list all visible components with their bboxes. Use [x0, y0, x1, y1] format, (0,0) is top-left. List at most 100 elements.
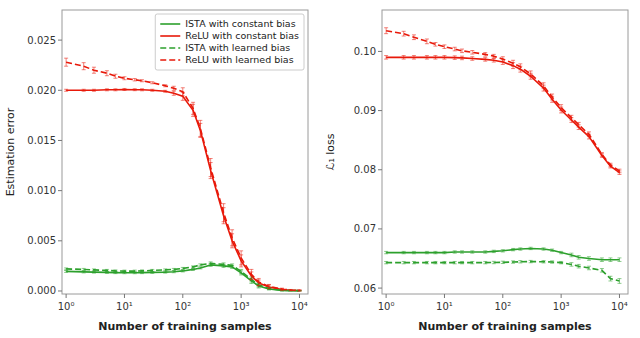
error-bar-cap	[518, 63, 522, 64]
error-bar-stem	[124, 77, 125, 80]
error-bar-cap	[402, 251, 406, 252]
error-bar-cap	[442, 263, 446, 264]
y-tick	[58, 290, 62, 291]
y-tick	[378, 228, 382, 229]
error-bar-cap	[230, 247, 234, 248]
error-bar-cap	[433, 253, 437, 254]
series-line	[66, 62, 299, 290]
error-bar-cap	[470, 263, 474, 264]
error-bar-cap	[460, 52, 464, 53]
series-line	[66, 89, 299, 290]
y-tick	[58, 40, 62, 41]
x-tick-label: 10⁴	[291, 301, 308, 312]
error-bar-cap	[470, 250, 474, 251]
series-line	[66, 265, 299, 291]
error-bar-cap	[433, 59, 437, 60]
error-bar-cap	[501, 64, 505, 65]
error-bar-cap	[433, 251, 437, 252]
y-tick	[58, 240, 62, 241]
error-bar-cap	[209, 261, 213, 262]
x-tick	[502, 294, 503, 298]
error-bar-cap	[412, 55, 416, 56]
error-bar-cap	[492, 261, 496, 262]
error-bar-cap	[518, 260, 522, 261]
error-bar-cap	[518, 69, 522, 70]
error-bar-cap	[442, 59, 446, 60]
error-bar-cap	[181, 269, 185, 270]
error-bar-cap	[249, 269, 253, 270]
panel: 0.060.070.080.090.1010⁰10¹10²10³10⁴Numbe…	[324, 10, 628, 333]
panel: 0.0000.0050.0100.0150.0200.02510⁰10¹10²1…	[4, 10, 308, 333]
error-bar-cap	[550, 99, 554, 100]
error-bar-cap	[82, 69, 86, 70]
error-bar-cap	[518, 72, 522, 73]
error-bar-cap	[249, 279, 253, 280]
error-bar-cap	[453, 263, 457, 264]
error-bar-cap	[587, 131, 591, 132]
error-bar-cap	[608, 257, 612, 258]
error-bar-cap	[239, 264, 243, 265]
error-bar-cap	[425, 253, 429, 254]
error-bar-cap	[230, 266, 234, 267]
error-bar-cap	[577, 255, 581, 256]
error-bar-cap	[483, 253, 487, 254]
y-axis-label: Estimation error	[4, 107, 17, 196]
error-bar-cap	[569, 256, 573, 257]
error-bar-cap	[608, 261, 612, 262]
error-bar-cap	[453, 47, 457, 48]
error-bar-cap	[460, 263, 464, 264]
x-tick	[299, 294, 300, 298]
error-bar-cap	[529, 260, 533, 261]
error-bar-cap	[600, 268, 604, 269]
error-bar-cap	[384, 59, 388, 60]
error-bar-stem	[543, 83, 544, 89]
legend-swatch	[160, 23, 180, 25]
y-tick	[378, 51, 382, 52]
error-bar-cap	[460, 253, 464, 254]
error-bar-cap	[542, 260, 546, 261]
x-tick-label: 10⁴	[611, 301, 628, 312]
x-tick	[66, 294, 67, 298]
error-bar-cap	[267, 289, 271, 290]
error-bar-cap	[384, 263, 388, 264]
plot-area	[64, 58, 301, 291]
error-bar-cap	[297, 290, 301, 291]
error-bar-cap	[425, 38, 429, 39]
error-bar	[297, 290, 301, 291]
y-tick	[378, 110, 382, 111]
x-axis-label: Number of training samples	[98, 320, 272, 333]
error-bar-cap	[257, 286, 261, 287]
error-bar-cap	[412, 253, 416, 254]
error-bar-cap	[105, 70, 109, 71]
error-bar-cap	[511, 263, 515, 264]
error-bar-cap	[222, 223, 226, 224]
error-bar-cap	[249, 281, 253, 282]
error-bar-cap	[511, 66, 515, 67]
error-bar-cap	[559, 112, 563, 113]
error-bar-cap	[267, 288, 271, 289]
error-bar-cap	[492, 263, 496, 264]
error-bar-cap	[133, 78, 137, 79]
error-bar-cap	[113, 74, 117, 75]
error-bar-cap	[198, 265, 202, 266]
error-bar-stem	[444, 45, 445, 49]
error-bar-cap	[483, 57, 487, 58]
error-bar-cap	[230, 245, 234, 246]
error-bar-stem	[561, 105, 562, 111]
error-bar-cap	[64, 58, 68, 59]
error-bar-cap	[492, 58, 496, 59]
error-bar-cap	[470, 54, 474, 55]
error-bar-cap	[569, 120, 573, 121]
y-tick	[378, 288, 382, 289]
figure: 0.0000.0050.0100.0150.0200.02510⁰10¹10²1…	[0, 0, 640, 338]
error-bar-cap	[529, 76, 533, 77]
error-bar-cap	[122, 79, 126, 80]
error-bar-cap	[569, 266, 573, 267]
legend-label: ISTA with constant bias	[185, 18, 295, 29]
error-bar-cap	[617, 278, 621, 279]
error-bar-cap	[470, 253, 474, 254]
y-tick-label: 0.020	[27, 85, 56, 96]
error-bar-cap	[470, 60, 474, 61]
error-bar-cap	[402, 261, 406, 262]
error-bar-cap	[608, 280, 612, 281]
